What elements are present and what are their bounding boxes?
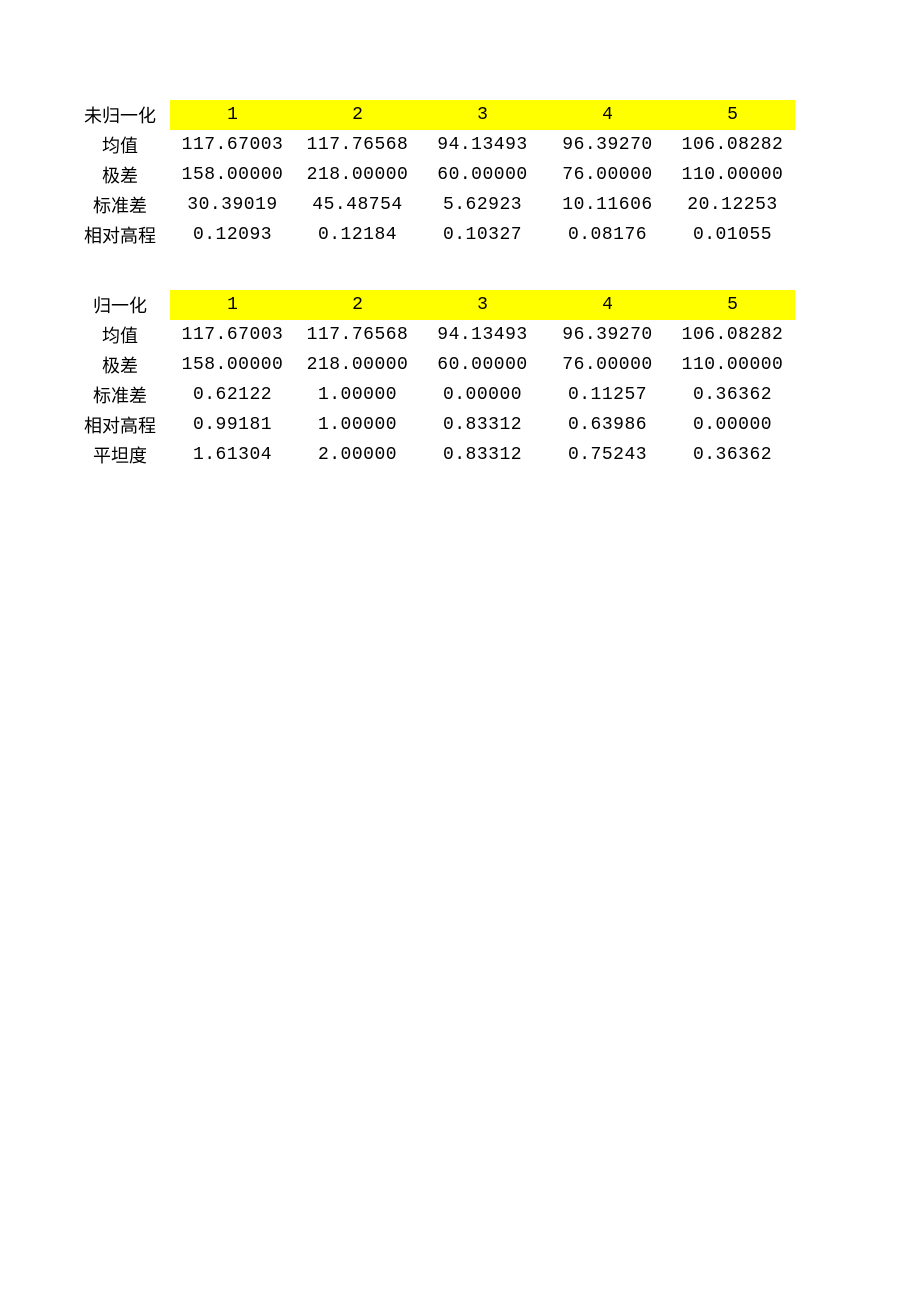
- table-row: 均值 117.67003 117.76568 94.13493 96.39270…: [70, 130, 795, 160]
- cell-value: 1.00000: [295, 410, 420, 440]
- cell-value: 0.63986: [545, 410, 670, 440]
- col-header-4: 4: [545, 290, 670, 320]
- row-label: 标准差: [70, 190, 170, 220]
- cell-value: 106.08282: [670, 320, 795, 350]
- table-row: 标准差 0.62122 1.00000 0.00000 0.11257 0.36…: [70, 380, 795, 410]
- cell-value: 94.13493: [420, 130, 545, 160]
- cell-value: 218.00000: [295, 350, 420, 380]
- cell-value: 0.00000: [670, 410, 795, 440]
- cell-value: 1.61304: [170, 440, 295, 470]
- cell-value: 76.00000: [545, 160, 670, 190]
- cell-value: 0.12093: [170, 220, 295, 250]
- cell-value: 158.00000: [170, 160, 295, 190]
- col-header-3: 3: [420, 100, 545, 130]
- cell-value: 0.01055: [670, 220, 795, 250]
- cell-value: 94.13493: [420, 320, 545, 350]
- cell-value: 0.75243: [545, 440, 670, 470]
- row-label: 均值: [70, 130, 170, 160]
- col-header-5: 5: [670, 290, 795, 320]
- row-label: 平坦度: [70, 440, 170, 470]
- cell-value: 0.36362: [670, 380, 795, 410]
- cell-value: 158.00000: [170, 350, 295, 380]
- cell-value: 0.12184: [295, 220, 420, 250]
- table-header-row: 归一化 1 2 3 4 5: [70, 290, 795, 320]
- table-row: 极差 158.00000 218.00000 60.00000 76.00000…: [70, 160, 795, 190]
- col-header-1: 1: [170, 290, 295, 320]
- table-row: 相对高程 0.12093 0.12184 0.10327 0.08176 0.0…: [70, 220, 795, 250]
- cell-value: 0.83312: [420, 440, 545, 470]
- cell-value: 117.76568: [295, 130, 420, 160]
- cell-value: 96.39270: [545, 320, 670, 350]
- cell-value: 117.76568: [295, 320, 420, 350]
- table-row: 均值 117.67003 117.76568 94.13493 96.39270…: [70, 320, 795, 350]
- row-label: 极差: [70, 160, 170, 190]
- table-title-cell: 归一化: [70, 290, 170, 320]
- cell-value: 5.62923: [420, 190, 545, 220]
- table-unnormalized: 未归一化 1 2 3 4 5 均值 117.67003 117.76568 94…: [70, 100, 795, 250]
- row-label: 均值: [70, 320, 170, 350]
- cell-value: 117.67003: [170, 130, 295, 160]
- cell-value: 0.36362: [670, 440, 795, 470]
- col-header-1: 1: [170, 100, 295, 130]
- cell-value: 45.48754: [295, 190, 420, 220]
- cell-value: 20.12253: [670, 190, 795, 220]
- cell-value: 2.00000: [295, 440, 420, 470]
- row-label: 相对高程: [70, 220, 170, 250]
- cell-value: 0.83312: [420, 410, 545, 440]
- cell-value: 0.10327: [420, 220, 545, 250]
- cell-value: 110.00000: [670, 350, 795, 380]
- cell-value: 0.62122: [170, 380, 295, 410]
- col-header-2: 2: [295, 100, 420, 130]
- table-header-row: 未归一化 1 2 3 4 5: [70, 100, 795, 130]
- cell-value: 60.00000: [420, 350, 545, 380]
- col-header-4: 4: [545, 100, 670, 130]
- cell-value: 0.00000: [420, 380, 545, 410]
- table-normalized: 归一化 1 2 3 4 5 均值 117.67003 117.76568 94.…: [70, 290, 795, 470]
- cell-value: 60.00000: [420, 160, 545, 190]
- cell-value: 0.08176: [545, 220, 670, 250]
- cell-value: 0.99181: [170, 410, 295, 440]
- table-title-cell: 未归一化: [70, 100, 170, 130]
- table-row: 标准差 30.39019 45.48754 5.62923 10.11606 2…: [70, 190, 795, 220]
- cell-value: 96.39270: [545, 130, 670, 160]
- cell-value: 76.00000: [545, 350, 670, 380]
- cell-value: 30.39019: [170, 190, 295, 220]
- cell-value: 110.00000: [670, 160, 795, 190]
- cell-value: 0.11257: [545, 380, 670, 410]
- col-header-3: 3: [420, 290, 545, 320]
- row-label: 极差: [70, 350, 170, 380]
- table-row: 极差 158.00000 218.00000 60.00000 76.00000…: [70, 350, 795, 380]
- table-row: 平坦度 1.61304 2.00000 0.83312 0.75243 0.36…: [70, 440, 795, 470]
- cell-value: 1.00000: [295, 380, 420, 410]
- cell-value: 218.00000: [295, 160, 420, 190]
- row-label: 相对高程: [70, 410, 170, 440]
- cell-value: 10.11606: [545, 190, 670, 220]
- col-header-5: 5: [670, 100, 795, 130]
- col-header-2: 2: [295, 290, 420, 320]
- table-row: 相对高程 0.99181 1.00000 0.83312 0.63986 0.0…: [70, 410, 795, 440]
- row-label: 标准差: [70, 380, 170, 410]
- cell-value: 117.67003: [170, 320, 295, 350]
- cell-value: 106.08282: [670, 130, 795, 160]
